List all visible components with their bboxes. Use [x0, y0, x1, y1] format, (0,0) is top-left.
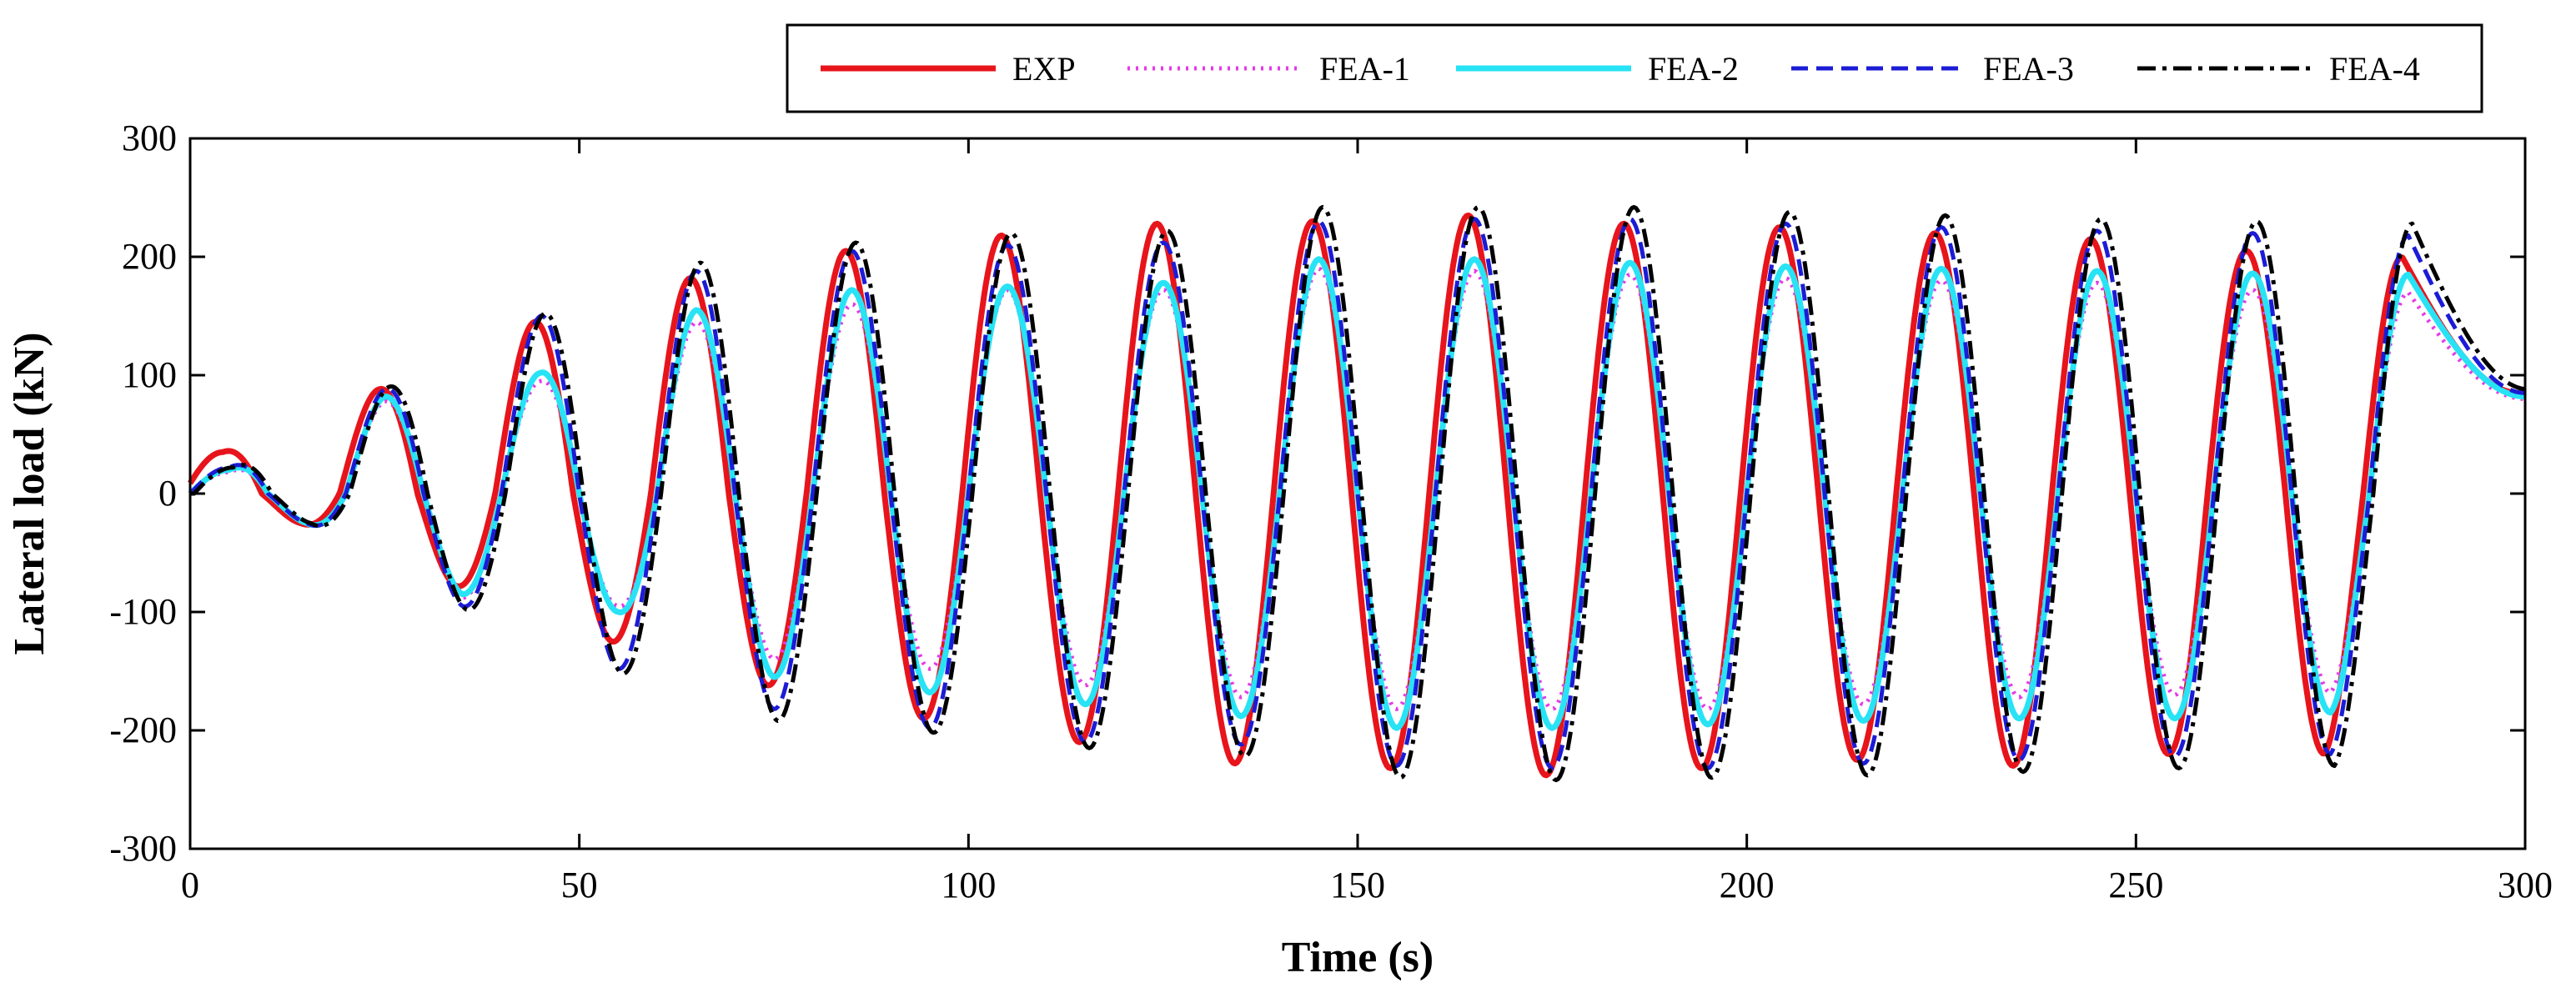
x-tick-label: 250 — [2108, 865, 2163, 905]
x-tick-label: 150 — [1330, 865, 1385, 905]
legend-label-exp: EXP — [1012, 50, 1076, 88]
legend-items: EXP FEA-1 FEA-2 FEA-3 FEA-4 — [821, 50, 2420, 88]
y-tick-label: 100 — [122, 354, 177, 395]
x-tick-label: 300 — [2498, 865, 2553, 905]
series-line-fea-3 — [188, 217, 2526, 770]
x-tick-label: 50 — [561, 865, 598, 905]
legend-label-fea-3: FEA-3 — [1983, 50, 2074, 88]
legend-label-fea-1: FEA-1 — [1319, 50, 1410, 88]
x-tick-label: 0 — [181, 865, 199, 905]
series-line-fea-4 — [189, 204, 2526, 783]
y-tick-label: 300 — [122, 118, 177, 158]
y-tick-label: -300 — [109, 828, 177, 869]
x-tick-label: 200 — [1720, 865, 1775, 905]
legend-label-fea-2: FEA-2 — [1648, 50, 1739, 88]
ticks-layer — [188, 137, 2527, 850]
y-tick-label: 200 — [122, 236, 177, 277]
legend-label-fea-4: FEA-4 — [2329, 50, 2420, 88]
y-tick-label: 0 — [158, 473, 177, 514]
tick-labels: 0 50 100 150 200 250 300 -300 -200 -100 0 100 200 300 — [109, 118, 2553, 905]
y-axis-title: Lateral load (kN) — [6, 332, 53, 654]
y-tick-label: -100 — [109, 591, 177, 632]
x-axis-title: Time (s) — [1282, 934, 1434, 981]
legend: EXP FEA-1 FEA-2 FEA-3 FEA-4 — [786, 23, 2483, 113]
x-tick-label: 100 — [941, 865, 996, 905]
series-layer — [188, 204, 2527, 783]
y-tick-label: -200 — [109, 710, 177, 750]
series-line-exp — [188, 212, 2527, 779]
